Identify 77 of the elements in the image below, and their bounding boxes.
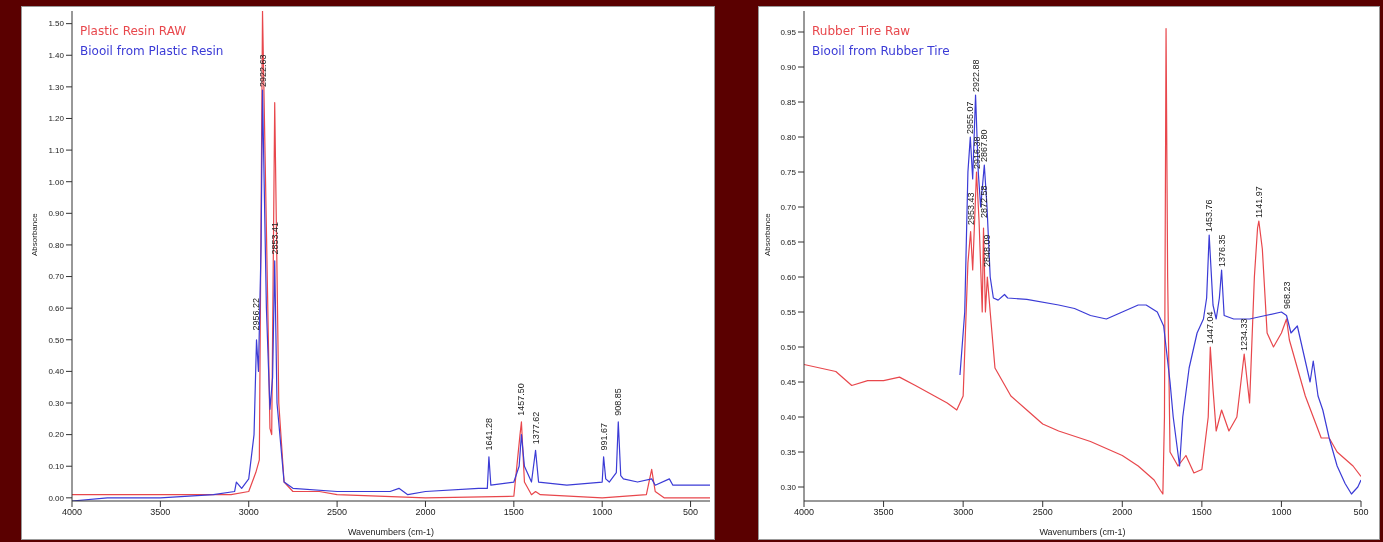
annotation: 2955.07	[965, 101, 976, 134]
y-tick-label: 0.40	[780, 412, 797, 422]
y-tick-label: 1.50	[48, 19, 65, 29]
x-tick-label: 1500	[503, 507, 524, 518]
y-tick-label: 0.60	[780, 272, 797, 282]
annotation: 2872.58	[978, 185, 989, 218]
y-tick-label: 0.80	[780, 132, 797, 142]
y-tick-label: 0.75	[780, 167, 797, 177]
y-tick-label: 1.30	[48, 82, 65, 92]
x-tick-label: 1500	[1191, 507, 1212, 518]
y-tick-label: 0.50	[780, 342, 797, 352]
line-series	[804, 27, 1361, 495]
annotation: 908.85	[613, 388, 624, 416]
annotation: 1457.50	[516, 383, 527, 416]
annotation: 2853.41	[269, 222, 280, 255]
text: Plastic Resin RAW	[80, 23, 188, 40]
y-tick-label: 1.00	[48, 177, 65, 187]
x-tick-label: 500	[1353, 507, 1369, 518]
y-axis-title: Absorbance	[29, 212, 39, 256]
y-tick-label: 1.10	[48, 145, 65, 155]
annotation: 2916.38	[971, 136, 982, 169]
x-tick-label: 3000	[238, 507, 259, 518]
x-tick-label: 2500	[327, 507, 348, 518]
y-tick-label: 0.55	[780, 307, 797, 317]
x-tick-label: 1000	[1271, 507, 1292, 518]
y-tick-label: 0.50	[48, 335, 65, 345]
x-axis-title: Wavenumbers (cm-1)	[347, 527, 435, 537]
y-tick-label: 0.10	[48, 462, 65, 472]
annotation: 2922.88	[970, 59, 981, 92]
x-tick-label: 4000	[61, 507, 83, 518]
annotation: 1377.62	[530, 411, 541, 445]
x-tick-label: 3000	[953, 507, 974, 518]
y-tick-label: 0.70	[780, 202, 797, 212]
y-tick-label: 0.90	[48, 209, 65, 219]
annotation: 2867.80	[979, 129, 990, 162]
annotation: 1447.04	[1205, 311, 1216, 344]
text: Rubber Tire Raw	[812, 23, 912, 40]
y-tick-label: 0.30	[780, 482, 797, 492]
y-tick-label: 0.60	[48, 304, 65, 313]
annotation: 1641.28	[483, 418, 494, 451]
y-tick-label: 0.70	[48, 272, 65, 282]
annotation: 2922.63	[257, 54, 268, 88]
text: Biooil from Plastic Resin	[80, 43, 224, 60]
x-tick-label: 2000	[1112, 507, 1133, 518]
annotation: 1453.76	[1204, 199, 1215, 232]
annotation: 2848.09	[982, 234, 993, 267]
y-tick-label: 0.80	[48, 240, 65, 250]
y-tick-label: 0.40	[48, 367, 65, 377]
y-tick-label: 0.45	[780, 377, 797, 387]
y-tick-label: 0.95	[780, 27, 797, 37]
y-tick-label: 0.30	[48, 398, 65, 408]
y-tick-label: 1.40	[48, 51, 65, 61]
annotation: 1234.33	[1239, 318, 1250, 351]
x-tick-label: 2500	[1032, 507, 1053, 518]
x-tick-label: 3500	[873, 507, 894, 518]
x-tick-label: 3500	[150, 507, 171, 518]
annotation: 991.67	[598, 423, 609, 451]
x-tick-label: 4000	[793, 507, 815, 518]
y-axis-title: Absorbance	[762, 212, 772, 256]
y-tick-label: 0.85	[780, 97, 797, 107]
text: Biooil from Rubber Tire	[812, 43, 950, 60]
annotation: 1141.97	[1253, 186, 1264, 218]
y-tick-label: 1.20	[48, 114, 65, 124]
y-tick-label: 0.65	[780, 237, 797, 247]
annotation: 2953.43	[965, 192, 976, 225]
x-tick-label: 2000	[415, 507, 436, 518]
line-series	[959, 94, 1361, 495]
annotation: 1376.35	[1216, 234, 1227, 267]
annotation: 2956.22	[251, 297, 262, 331]
y-tick-label: 0.90	[780, 62, 797, 72]
y-tick-label: 0.35	[780, 447, 797, 457]
y-tick-label: 0.20	[48, 430, 65, 440]
x-axis-title: Wavenumbers (cm-1)	[1039, 527, 1126, 537]
y-tick-label: 0.00	[48, 493, 65, 503]
x-tick-label: 500	[683, 507, 699, 518]
annotation: 968.23	[1281, 281, 1292, 309]
x-tick-label: 1000	[592, 507, 613, 518]
